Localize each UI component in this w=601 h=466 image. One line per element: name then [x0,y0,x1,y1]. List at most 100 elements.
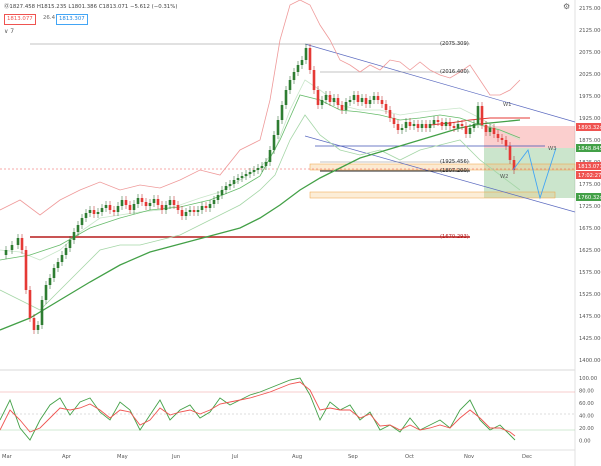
candle [312,66,316,94]
candle [52,264,56,282]
candle [60,251,64,266]
candle [168,196,172,209]
candle [104,201,108,212]
candle [108,201,112,214]
candle [140,194,144,206]
candle [96,208,100,218]
candle [208,200,212,212]
time-axis-label: Aug [292,454,302,460]
candle [476,102,480,128]
gear-icon[interactable]: ⚙ [563,2,571,11]
candle [124,196,128,209]
candle [292,68,296,84]
candle [248,168,252,178]
candle [76,221,80,236]
candle [492,124,496,138]
candle [216,191,220,204]
price-tag: 17:02:27 [576,171,601,179]
candle [372,92,376,104]
indicators-toggle[interactable]: ∨ 7 [4,28,15,35]
osc-axis-label: 80.00 [579,389,594,395]
fib-label-2: (2016.400) [440,69,469,75]
oscillator-axis: 100.00 80.00 60.00 40.00 20.00 0.00 [579,376,597,445]
oscillator-levels [0,391,575,431]
osc-axis-label: 0.00 [579,439,591,445]
candle [176,201,180,214]
price-axis-label: 1975.000 [579,94,601,100]
candle [336,94,340,109]
candle [340,101,344,114]
candle [356,91,360,106]
osc-axis-label: 40.00 [579,414,594,420]
candle [444,118,448,130]
candle [300,56,304,69]
price-axis-label: 1425.000 [579,336,601,342]
candle [376,92,380,104]
candle [500,134,504,144]
projection-path [512,147,557,200]
candle [44,281,48,304]
price-axis-label: 1475.000 [579,314,601,320]
candle [364,94,368,108]
candle [464,122,468,138]
price-axis-label: 2075.000 [579,50,601,56]
price-axis-label: 1525.000 [579,292,601,298]
price-tag: 1848.845 [576,144,601,152]
candle [204,202,208,212]
price-tags: 1893.32d 1848.845 1813.071 17:02:27 1760.32d [576,123,601,201]
candle [264,158,268,170]
wave-label-w2: W2 [500,174,508,180]
candle [260,162,264,172]
candle [100,204,104,216]
candle [24,246,28,294]
sell-price-button[interactable]: 1813.077 [4,14,36,25]
candle [28,286,32,322]
buy-price-button[interactable]: 1813.307 [56,14,88,25]
oscillator-pane[interactable] [0,371,575,450]
candle [400,124,404,134]
candle [16,234,20,249]
time-axis-label: Sep [348,454,358,460]
candle [212,196,216,208]
price-axis-label: 2125.000 [579,28,601,34]
bollinger-bands [0,0,521,311]
candle [428,120,432,132]
candle [180,206,184,220]
candle [360,94,364,106]
candle [316,86,320,109]
candle [412,120,416,130]
price-tag: 1760.32d [576,193,601,201]
candle [308,44,312,74]
candle [388,106,392,122]
price-axis-label: 1400.000 [579,358,601,364]
candle [496,130,500,142]
candle [84,209,88,222]
time-axis-label: Jun [171,454,180,460]
candle [452,122,456,132]
supply-band [309,163,576,171]
candle [72,228,76,244]
time-axis-label: Oct [405,454,414,460]
price-axis-label: 1675.000 [579,226,601,232]
fib-label-3: (1925.456) [440,159,469,165]
candle [184,208,188,220]
price-axis-label: 1925.000 [579,116,601,122]
candle [392,114,396,128]
price-axis: 2175.000 2125.000 2075.000 2025.000 1975.000… [579,6,601,364]
demand-band [309,191,556,199]
svg-text:1848.845: 1848.845 [578,146,601,152]
candle [40,296,44,329]
candle [480,102,484,129]
candle [488,124,492,136]
candle [288,76,292,94]
chart-header: Ⓞ1827.458 H1815.235 L1801.386 C1813.071 … [0,0,575,38]
candle [68,236,72,252]
candle [296,61,300,76]
candle [56,258,60,272]
candlestick-series [4,44,516,334]
candle [272,131,276,154]
wave-label-w1: W1 [503,102,511,108]
osc-axis-label: 60.00 [579,401,594,407]
candle [420,120,424,132]
